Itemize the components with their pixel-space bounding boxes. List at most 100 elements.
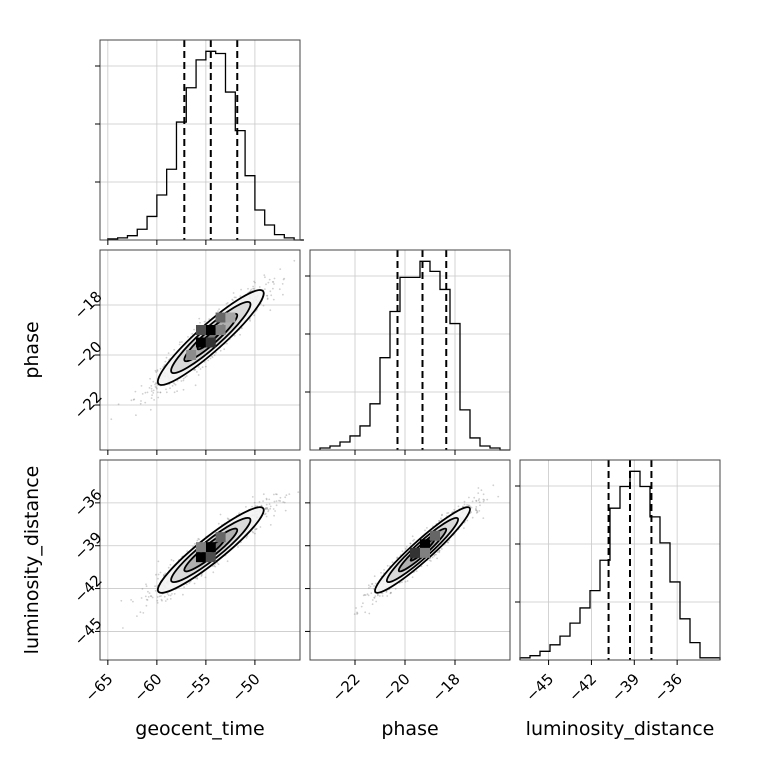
scatter-point	[279, 268, 282, 270]
scatter-point	[148, 387, 151, 389]
scatter-point	[273, 514, 275, 517]
scatter-point	[155, 386, 158, 389]
scatter-point	[141, 393, 144, 395]
scatter-point	[183, 586, 186, 588]
x-axis-label-geocent-time: geocent_time	[135, 718, 264, 740]
scatter-point	[478, 498, 481, 500]
scatter-point	[265, 508, 267, 510]
density-bin	[225, 312, 236, 323]
scatter-point	[264, 512, 267, 515]
scatter-point	[265, 507, 268, 509]
scatter-point	[233, 334, 236, 337]
scatter-point	[267, 281, 270, 284]
scatter-point	[281, 283, 284, 285]
scatter-point	[182, 379, 185, 382]
scatter-point	[428, 559, 431, 562]
scatter-point	[447, 541, 449, 544]
panel-frame-1-1	[309, 249, 511, 451]
scatter-point	[477, 499, 480, 502]
scatter-point	[254, 532, 256, 535]
x-tick-label-geocent_time: −55	[180, 670, 215, 705]
scatter-point	[186, 550, 189, 552]
scatter-point	[473, 496, 476, 499]
scatter-point	[268, 503, 271, 505]
scatter-point	[176, 379, 179, 382]
scatter-point	[172, 559, 175, 562]
scatter-point	[255, 527, 258, 530]
scatter-point	[482, 517, 485, 519]
scatter-point	[136, 615, 138, 617]
scatter-point	[151, 394, 154, 396]
scatter-point	[406, 580, 409, 582]
scatter-point	[264, 276, 266, 279]
scatter-point	[274, 510, 276, 512]
scatter-point	[217, 310, 219, 312]
scatter-point	[268, 278, 271, 281]
scatter-point	[283, 277, 286, 280]
scatter-point	[279, 500, 282, 502]
scatter-point	[254, 281, 256, 284]
scatter-point	[145, 585, 148, 588]
scatter-point	[438, 551, 441, 554]
scatter-point	[154, 382, 157, 384]
scatter-point	[468, 504, 470, 507]
scatter-point	[463, 527, 465, 529]
scatter-point	[480, 489, 483, 492]
scatter-point	[424, 529, 426, 532]
scatter-point	[371, 603, 374, 606]
scatter-point	[447, 512, 450, 514]
scatter-point	[362, 594, 365, 597]
scatter-point	[270, 294, 273, 297]
scatter-point	[217, 563, 220, 566]
scatter-point	[363, 593, 366, 596]
scatter-point	[430, 560, 432, 562]
scatter-point	[436, 551, 439, 553]
scatter-point	[169, 598, 172, 600]
scatter-point	[151, 596, 154, 599]
scatter-point	[383, 569, 385, 571]
scatter-point	[171, 385, 174, 387]
scatter-point	[396, 556, 399, 559]
scatter-point	[385, 591, 388, 593]
scatter-point	[201, 574, 203, 576]
scatter-point	[226, 517, 229, 520]
x-tick-label-phase: −18	[429, 670, 464, 705]
scatter-point	[453, 508, 456, 511]
scatter-point	[181, 341, 183, 343]
scatter-point	[226, 302, 229, 304]
x-tick-label-luminosity_distance: −45	[522, 670, 557, 705]
scatter-point	[165, 391, 168, 394]
x-tick-label-luminosity_distance: −42	[565, 670, 600, 705]
scatter-point	[440, 548, 443, 550]
histogram-geocent_time	[107, 50, 304, 241]
scatter-point	[163, 574, 166, 576]
scatter-point	[157, 560, 160, 563]
scatter-point	[197, 374, 200, 376]
scatter-point	[231, 298, 234, 301]
scatter-point	[492, 484, 495, 487]
scatter-point	[364, 594, 367, 596]
scatter-point	[223, 348, 226, 351]
scatter-point	[266, 298, 269, 301]
scatter-point	[401, 581, 403, 584]
scatter-point	[264, 507, 267, 510]
scatter-point	[226, 560, 229, 563]
scatter-point	[235, 296, 237, 299]
scatter-point	[265, 503, 268, 506]
scatter-point	[161, 599, 163, 602]
scatter-point	[265, 498, 268, 501]
scatter-point	[145, 604, 148, 607]
scatter-point	[167, 566, 170, 569]
scatter-point	[157, 396, 160, 399]
scatter-point	[284, 509, 287, 512]
histograms-layer	[107, 40, 721, 660]
scatter-point	[149, 408, 152, 411]
scatter-point	[373, 596, 376, 599]
scatter-point	[251, 530, 254, 533]
scatter-point	[433, 554, 436, 557]
scatter-point	[367, 594, 370, 597]
scatter-point	[469, 505, 472, 508]
scatter-point	[279, 496, 282, 499]
scatter-point	[122, 627, 124, 629]
